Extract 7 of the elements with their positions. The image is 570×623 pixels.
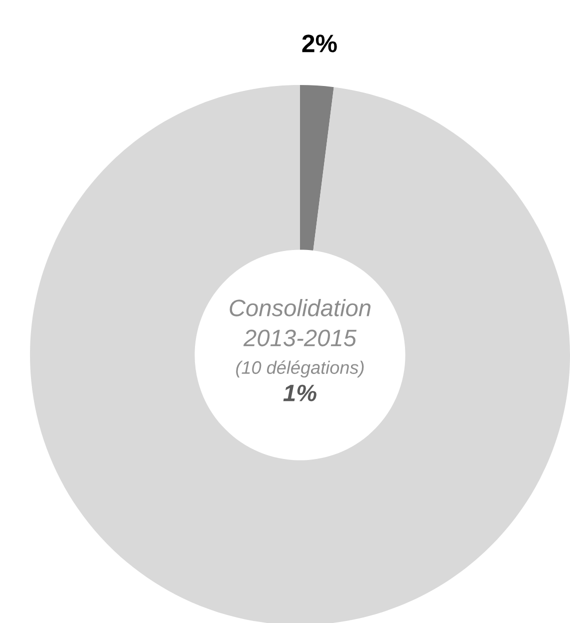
text: 2013-2015 — [243, 330, 357, 346]
text: (10 délégations) — [236, 360, 364, 378]
donut-slice — [300, 85, 334, 251]
text: 1% — [283, 384, 316, 402]
donut-slice — [30, 85, 570, 623]
data-label: 2% — [302, 34, 337, 52]
text: Consolidation — [230, 298, 370, 316]
